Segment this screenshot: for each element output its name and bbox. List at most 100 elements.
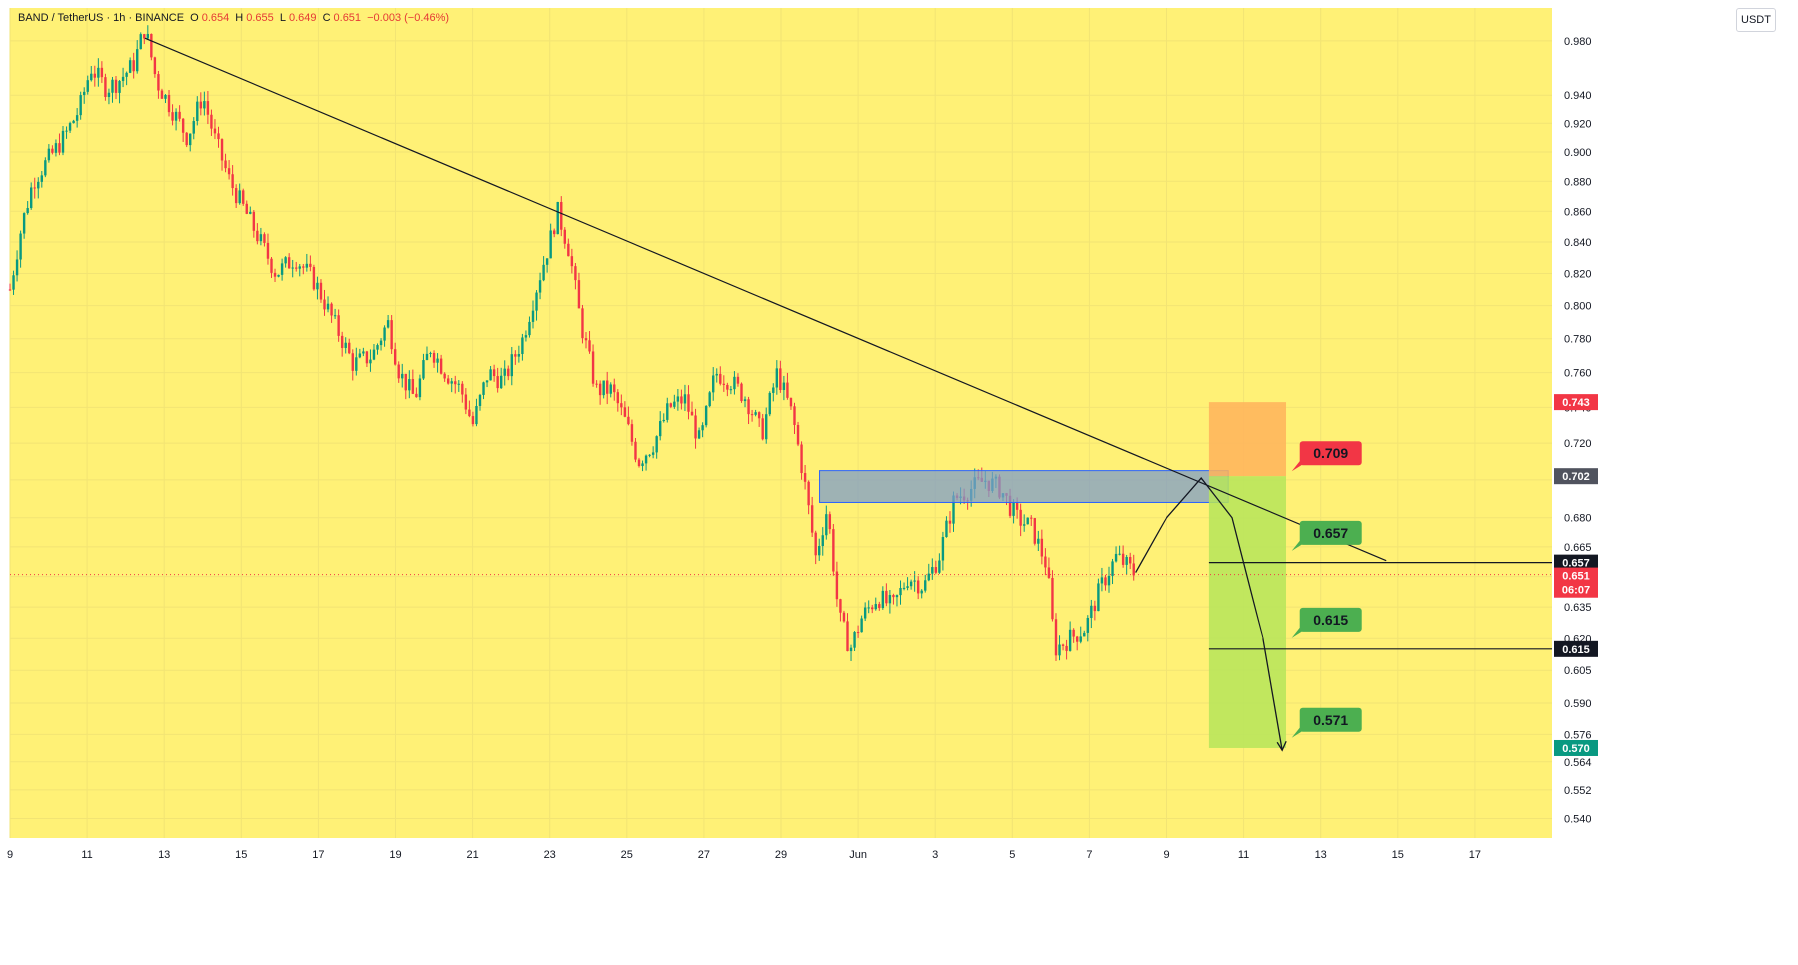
candle-body <box>259 234 263 242</box>
candle-body <box>581 308 584 339</box>
candle-body <box>365 351 369 364</box>
candle-body <box>524 335 528 338</box>
candle-body <box>542 264 545 281</box>
candle-body <box>552 230 556 235</box>
badge-bg <box>1554 581 1598 598</box>
y-tick-label: 0.860 <box>1564 206 1592 218</box>
candle-body <box>810 505 814 533</box>
candle-body <box>659 421 662 437</box>
candle-body <box>1104 577 1107 586</box>
candle-body <box>174 111 178 121</box>
x-tick-label: 13 <box>158 849 170 861</box>
candle-body <box>666 403 669 420</box>
y-tick-label: 0.820 <box>1564 268 1592 280</box>
candle-body <box>952 495 955 524</box>
candle-body <box>641 463 644 467</box>
candle-body <box>899 588 902 596</box>
high-value: 0.655 <box>246 12 274 24</box>
candle-body <box>393 349 397 365</box>
candle-body <box>227 168 231 175</box>
candle-body <box>26 208 29 214</box>
candle-body <box>772 387 775 393</box>
candle-body <box>570 256 574 267</box>
candle-body <box>68 123 72 131</box>
candle-body <box>715 373 718 376</box>
candle-body <box>538 280 542 293</box>
candle-body <box>210 114 213 129</box>
candle-body <box>143 34 146 39</box>
candle-body <box>796 424 800 445</box>
high-label: H <box>235 12 244 24</box>
symbol-name[interactable]: BAND / TetherUS · 1h · BINANCE <box>18 12 185 24</box>
y-tick-label: 0.576 <box>1564 729 1592 741</box>
candle-body <box>1118 553 1121 555</box>
price-callout: 0.709 <box>1291 441 1362 472</box>
candle-body <box>789 397 793 407</box>
x-tick-label: 25 <box>621 849 633 861</box>
candle-body <box>595 383 598 385</box>
candle-body <box>471 416 475 425</box>
candle-body <box>132 60 135 72</box>
candle-body <box>379 340 383 346</box>
candle-body <box>535 292 538 311</box>
candle-body <box>404 373 407 391</box>
candle-body <box>846 621 849 652</box>
candle-body <box>648 454 651 456</box>
candle-body <box>192 121 195 134</box>
candle-body <box>319 282 323 300</box>
candle-body <box>72 120 75 124</box>
take-profit-box <box>1208 476 1287 748</box>
candle-body <box>1054 619 1058 656</box>
candle-body <box>556 201 559 235</box>
currency-button[interactable]: USDT <box>1736 8 1776 32</box>
candle-body <box>305 263 309 268</box>
candle-body <box>153 57 157 75</box>
candle-body <box>892 594 895 598</box>
candle-body <box>263 234 266 243</box>
candle-body <box>885 590 888 604</box>
candle-body <box>584 338 588 341</box>
candle-body <box>676 396 680 402</box>
x-tick-label: 5 <box>1009 849 1015 861</box>
candle-body <box>40 175 44 182</box>
callout-box <box>1299 441 1362 466</box>
candle-body <box>909 581 913 587</box>
candle-body <box>941 537 945 561</box>
price-axis-badge: 0.651 <box>1554 567 1598 584</box>
candle-body <box>199 101 203 109</box>
resistance-zone <box>819 470 1229 503</box>
candle-body <box>800 444 803 474</box>
candle-body <box>669 403 673 407</box>
candle-body <box>1093 605 1097 612</box>
candle-body <box>270 258 273 273</box>
candle-body <box>408 379 411 391</box>
candle-body <box>383 327 386 341</box>
candle-body <box>736 376 740 384</box>
x-tick-label: 23 <box>544 849 556 861</box>
candle-body <box>65 130 68 132</box>
candle-body <box>312 266 316 290</box>
candle-body <box>609 384 612 394</box>
candle-body <box>860 618 863 633</box>
candle-body <box>295 267 298 269</box>
candle-body <box>510 354 513 377</box>
candle-body <box>298 266 301 269</box>
x-tick-label: 17 <box>312 849 324 861</box>
badge-bg <box>1554 567 1598 584</box>
candle-body <box>517 354 521 357</box>
candle-body <box>673 401 676 407</box>
candle-body <box>429 352 432 354</box>
candle-body <box>613 384 616 393</box>
candle-body <box>136 49 139 72</box>
candle-body <box>719 373 722 384</box>
badge-bg <box>1554 468 1598 485</box>
candle-body <box>234 188 238 204</box>
badge-label: 0.615 <box>1562 644 1590 656</box>
candle-body <box>1125 557 1128 565</box>
candle-body <box>1008 495 1012 516</box>
candle-body <box>369 359 372 364</box>
candle-body <box>397 364 400 379</box>
candle-body <box>376 345 379 350</box>
